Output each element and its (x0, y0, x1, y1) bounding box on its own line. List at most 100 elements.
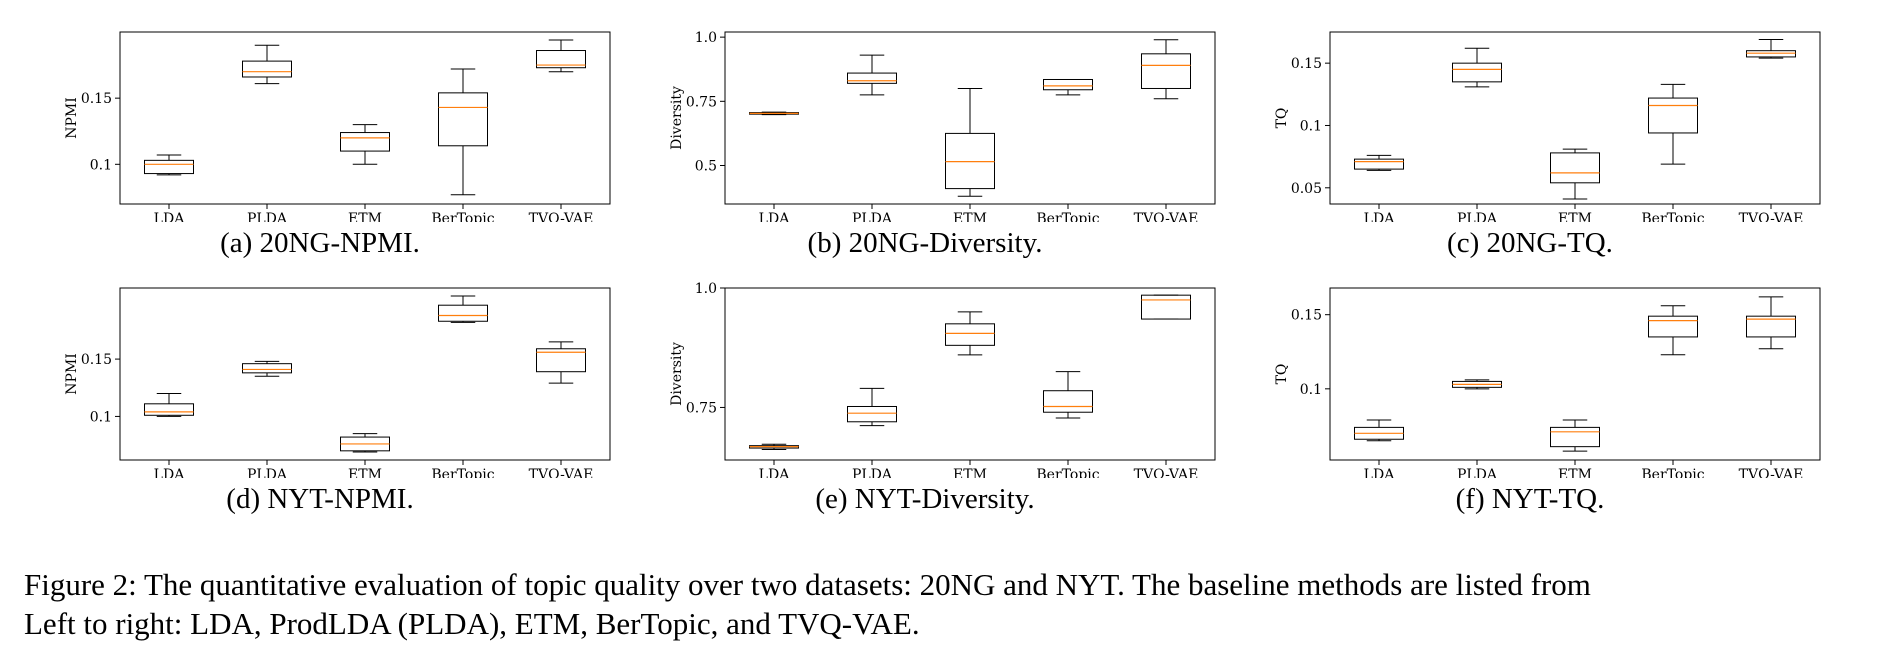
box-iqr (438, 304, 488, 322)
box-iqr (1141, 53, 1191, 89)
x-tick-label: PLDA (1457, 467, 1498, 478)
y-tick-label: 0.15 (81, 91, 112, 107)
box-iqr (1550, 152, 1600, 184)
box-tvq-vae (536, 39, 586, 73)
box-iqr (242, 363, 292, 374)
y-axis-label: TQ (1274, 364, 1290, 385)
box-etm (340, 124, 390, 165)
chart-20ng-diversity: Diversity 0.5 0.75 1.0 LDA PLDA ETM BerTopic TVQ… (669, 30, 1216, 222)
figure-caption-line-2: Left to right: LDA, ProdLDA (PLDA), ETM,… (24, 606, 920, 641)
box-iqr (1746, 50, 1796, 58)
box-iqr (1452, 62, 1502, 83)
x-tick-label: PLDA (852, 467, 893, 478)
y-axis-label: Diversity (669, 342, 685, 406)
y-tick-label: 1.0 (695, 281, 717, 297)
y-tick-label: 0.1 (90, 409, 112, 425)
box-etm (1550, 148, 1600, 200)
y-tick-label: 0.15 (1291, 56, 1322, 72)
x-tick-label: ETM (953, 211, 987, 222)
y-tick-label: 0.75 (686, 94, 717, 110)
chart-20ng-tq: TQ 0.05 0.1 0.15 LDA PLDA ETM BerTopic TVQ-VAE (1274, 31, 1821, 222)
axes-frame (1329, 31, 1821, 205)
x-tick-label: BerTopic (1641, 211, 1704, 222)
panel-caption: (e) NYT-Diversity. (815, 483, 1035, 515)
box-iqr (438, 92, 488, 147)
box-plda (242, 44, 292, 85)
y-axis-label: TQ (1274, 108, 1290, 129)
x-tick-label: PLDA (247, 467, 288, 478)
box-iqr (1043, 78, 1093, 91)
x-tick-label: LDA (759, 211, 791, 222)
x-tick-label: LDA (759, 467, 791, 478)
box-bertopic (438, 68, 488, 196)
x-tick-label: LDA (154, 467, 186, 478)
box-etm (1550, 419, 1600, 452)
panel-caption: (b) 20NG-Diversity. (807, 227, 1043, 259)
box-bertopic (1043, 371, 1093, 419)
x-tick-label: ETM (953, 467, 987, 478)
box-iqr (242, 60, 292, 78)
box-bertopic (1043, 78, 1093, 96)
y-tick-label: 0.05 (1291, 181, 1322, 197)
x-tick-label: BerTopic (1036, 467, 1099, 478)
box-iqr (1550, 426, 1600, 448)
x-tick-label: PLDA (247, 211, 288, 222)
box-plda (847, 387, 897, 427)
box-plda (242, 360, 292, 377)
y-tick-label: 0.1 (90, 157, 112, 173)
y-tick-label: 0.75 (686, 400, 717, 416)
y-tick-label: 1.0 (695, 30, 717, 46)
x-tick-label: ETM (1558, 467, 1592, 478)
x-tick-label: ETM (348, 467, 382, 478)
x-tick-label: LDA (1364, 211, 1396, 222)
box-tvq-vae (536, 341, 586, 384)
y-tick-label: 0.5 (695, 158, 717, 174)
box-lda (144, 154, 194, 176)
panel-caption: (f) NYT-TQ. (1455, 483, 1605, 515)
x-tick-label: TVQ-VAE (1134, 211, 1199, 222)
x-tick-label: LDA (154, 211, 186, 222)
x-tick-label: ETM (348, 211, 382, 222)
box-iqr (945, 132, 995, 190)
x-tick-label: TVQ-VAE (529, 467, 594, 478)
figure-caption-line-1: Figure 2: The quantitative evaluation of… (24, 567, 1591, 602)
figure-caption: Figure 2: The quantitative evaluation of… (24, 565, 1884, 643)
x-tick-label: BerTopic (431, 467, 494, 478)
box-etm (340, 433, 390, 453)
chart-20ng-npmi: NPMI 0.1 0.15 LDA PLDA ETM BerTopic TVQ-VAE (64, 31, 611, 222)
box-iqr (1648, 97, 1698, 134)
box-iqr (847, 72, 897, 84)
box-iqr (1354, 158, 1404, 170)
box-tvq-vae (1746, 38, 1796, 59)
x-tick-label: TVQ-VAE (1739, 467, 1804, 478)
y-tick-label: 0.1 (1300, 382, 1322, 398)
box-lda (1354, 419, 1404, 442)
y-axis-label: NPMI (64, 97, 80, 139)
x-tick-label: LDA (1364, 467, 1396, 478)
box-tvq-vae (1141, 39, 1191, 100)
x-tick-label: BerTopic (1641, 467, 1704, 478)
box-bertopic (1648, 305, 1698, 356)
box-lda (1354, 154, 1404, 171)
box-iqr (144, 159, 194, 175)
chart-nyt-npmi: NPMI 0.1 0.15 LDA PLDA ETM BerTopic TVQ-VAE (64, 287, 611, 478)
x-tick-label: PLDA (852, 211, 893, 222)
y-axis-label: NPMI (64, 353, 80, 395)
box-iqr (1141, 294, 1191, 320)
box-iqr (536, 50, 586, 69)
x-tick-label: TVQ-VAE (1134, 467, 1199, 478)
panel-caption: (d) NYT-NPMI. (226, 483, 414, 515)
y-tick-label: 0.15 (81, 352, 112, 368)
box-iqr (1746, 315, 1796, 338)
box-lda (749, 443, 799, 450)
box-iqr (536, 348, 586, 373)
chart-nyt-tq: TQ 0.1 0.15 LDA PLDA ETM BerTopic TVQ-VAE (1274, 287, 1821, 478)
x-tick-label: PLDA (1457, 211, 1498, 222)
panel-20ng-diversity: Diversity 0.5 0.75 1.0 LDA PLDA ETM BerTopic TVQ… (625, 22, 1225, 274)
panel-nyt-npmi: NPMI 0.1 0.15 LDA PLDA ETM BerTopic TVQ-VAE (d)… (20, 278, 620, 530)
box-plda (1452, 379, 1502, 390)
panel-nyt-diversity: Diversity 0.75 1.0 LDA PLDA ETM BerTopic TVQ-VA… (625, 278, 1225, 530)
box-iqr (945, 323, 995, 346)
box-etm (945, 311, 995, 356)
box-iqr (1043, 390, 1093, 413)
